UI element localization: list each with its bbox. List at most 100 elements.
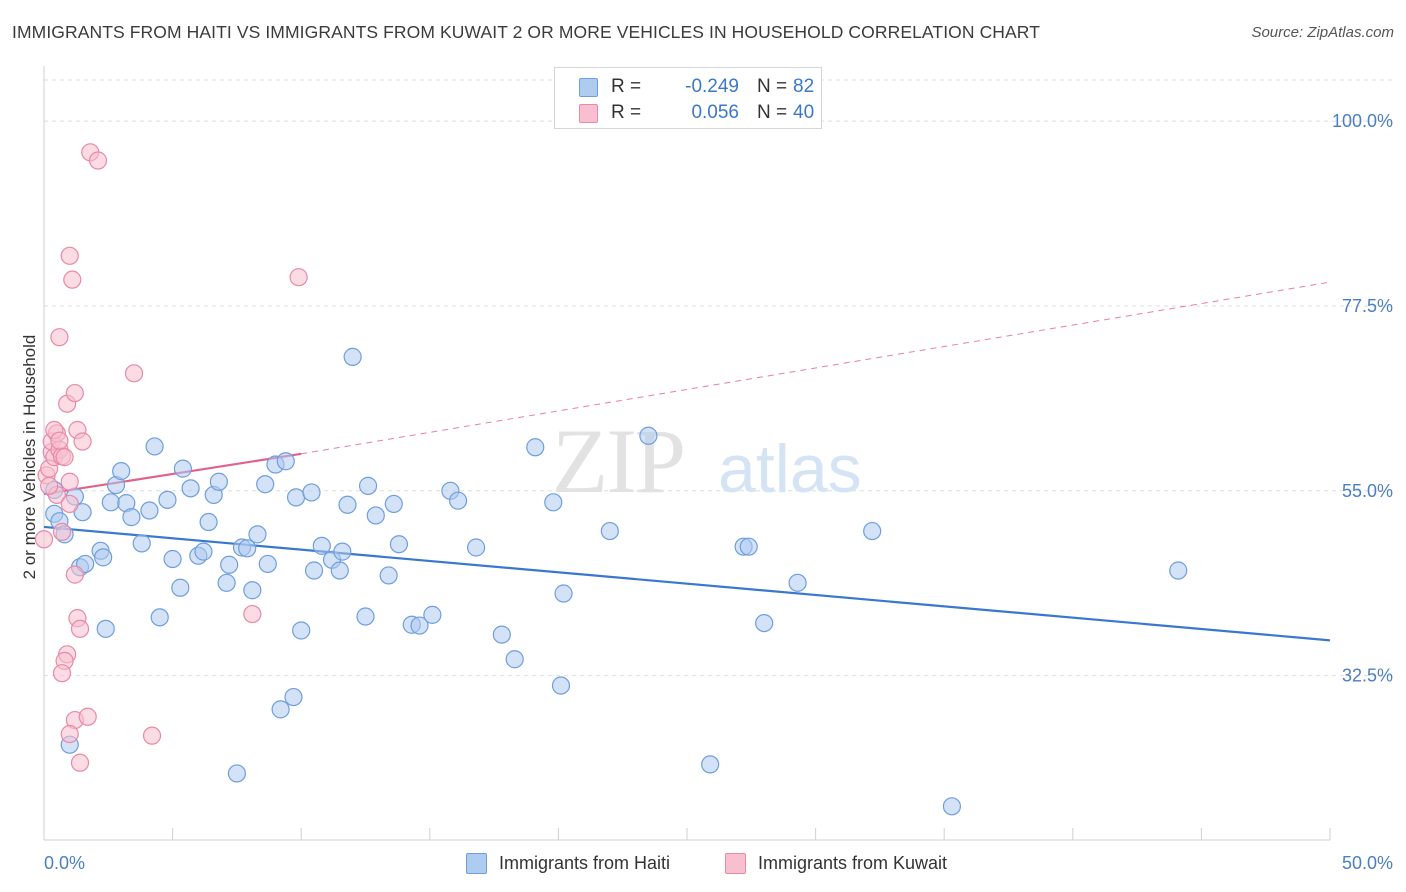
point-kuwait-32[interactable] — [70, 753, 90, 772]
legend-n-value-haiti: 82 — [793, 76, 815, 97]
point-haiti-35[interactable] — [258, 554, 277, 574]
point-kuwait-22[interactable] — [63, 270, 82, 289]
point-haiti-51[interactable] — [358, 476, 378, 495]
point-haiti-43[interactable] — [304, 561, 324, 580]
point-haiti-41[interactable] — [292, 621, 311, 640]
point-haiti-77[interactable] — [1169, 561, 1188, 580]
point-haiti-52[interactable] — [366, 506, 385, 525]
point-haiti-38[interactable] — [271, 700, 290, 719]
x-tick-labels: 0.0% 50.0% — [44, 853, 1393, 873]
point-haiti-14[interactable] — [132, 534, 151, 553]
point-haiti-21[interactable] — [173, 459, 192, 478]
point-kuwait-19[interactable] — [73, 432, 92, 451]
point-haiti-80[interactable] — [227, 764, 246, 783]
point-haiti-79[interactable] — [94, 548, 113, 567]
point-haiti-69[interactable] — [639, 426, 658, 445]
point-kuwait-31[interactable] — [60, 724, 79, 744]
point-haiti-39[interactable] — [284, 687, 303, 707]
point-haiti-72[interactable] — [739, 537, 758, 556]
point-haiti-34[interactable] — [256, 475, 275, 494]
point-kuwait-36[interactable] — [142, 726, 162, 745]
point-kuwait-38[interactable] — [289, 268, 308, 287]
point-kuwait-39[interactable] — [40, 476, 59, 495]
point-haiti-24[interactable] — [194, 542, 213, 561]
point-haiti-19[interactable] — [163, 549, 182, 569]
point-haiti-47[interactable] — [333, 542, 352, 561]
point-haiti-37[interactable] — [276, 452, 295, 471]
watermark-atlas: atlas — [718, 431, 862, 507]
point-haiti-40[interactable] — [286, 488, 306, 507]
point-kuwait-11[interactable] — [50, 431, 69, 450]
point-haiti-15[interactable] — [140, 501, 159, 520]
point-kuwait-37[interactable] — [243, 604, 262, 624]
point-kuwait-10[interactable] — [55, 448, 74, 467]
point-haiti-58[interactable] — [423, 605, 442, 624]
point-haiti-29[interactable] — [220, 555, 239, 574]
point-haiti-22[interactable] — [181, 479, 200, 498]
point-haiti-68[interactable] — [600, 521, 619, 541]
point-haiti-25[interactable] — [199, 512, 218, 532]
legend-n-label-haiti: N = — [757, 76, 788, 97]
point-haiti-61[interactable] — [466, 538, 486, 557]
chart-source: Source: ZipAtlas.com — [1251, 24, 1394, 41]
series-legend: Immigrants from Haiti Immigrants from Ku… — [0, 852, 1406, 878]
watermark-zip: ZIP — [552, 410, 684, 512]
trend-line-haiti — [43, 525, 1331, 642]
point-haiti-32[interactable] — [243, 581, 262, 600]
point-haiti-57[interactable] — [410, 616, 429, 635]
point-haiti-48[interactable] — [338, 495, 357, 514]
point-haiti-8[interactable] — [96, 619, 115, 638]
legend-swatch-kuwait — [579, 104, 598, 123]
point-haiti-20[interactable] — [171, 578, 190, 597]
point-haiti-16[interactable] — [145, 437, 164, 456]
point-haiti-54[interactable] — [384, 494, 403, 514]
x-tick-label-max: 50.0% — [1342, 853, 1393, 873]
point-haiti-63[interactable] — [505, 650, 524, 669]
point-haiti-28[interactable] — [217, 573, 236, 592]
point-haiti-49[interactable] — [343, 347, 362, 366]
point-haiti-76[interactable] — [942, 797, 962, 816]
point-haiti-13[interactable] — [122, 508, 141, 527]
point-haiti-53[interactable] — [379, 566, 398, 585]
point-haiti-66[interactable] — [551, 676, 571, 695]
point-haiti-50[interactable] — [356, 607, 375, 626]
point-haiti-64[interactable] — [526, 438, 545, 457]
point-haiti-67[interactable] — [554, 584, 573, 603]
point-haiti-55[interactable] — [389, 535, 409, 554]
point-kuwait-21[interactable] — [60, 246, 79, 265]
point-kuwait-15[interactable] — [60, 494, 79, 514]
point-haiti-65[interactable] — [544, 493, 563, 512]
point-kuwait-20[interactable] — [50, 328, 69, 347]
point-kuwait-34[interactable] — [88, 151, 108, 170]
point-haiti-46[interactable] — [330, 561, 349, 580]
point-haiti-10[interactable] — [112, 461, 131, 481]
point-haiti-42[interactable] — [302, 483, 321, 502]
y-tick-label-3: 100.0% — [1332, 111, 1393, 131]
point-haiti-44[interactable] — [312, 536, 331, 555]
point-haiti-18[interactable] — [158, 490, 177, 509]
point-haiti-60[interactable] — [448, 491, 468, 510]
point-haiti-31[interactable] — [238, 539, 257, 558]
point-kuwait-17[interactable] — [65, 383, 84, 403]
point-kuwait-35[interactable] — [124, 364, 144, 383]
point-kuwait-14[interactable] — [60, 472, 79, 491]
point-haiti-74[interactable] — [788, 573, 807, 592]
point-haiti-62[interactable] — [492, 625, 511, 644]
point-haiti-70[interactable] — [701, 755, 720, 774]
point-haiti-75[interactable] — [863, 521, 882, 541]
point-haiti-73[interactable] — [755, 613, 774, 633]
point-kuwait-25[interactable] — [70, 619, 90, 638]
point-kuwait-0[interactable] — [34, 530, 54, 549]
point-haiti-11[interactable] — [101, 493, 120, 512]
point-kuwait-30[interactable] — [78, 707, 97, 726]
point-haiti-17[interactable] — [150, 608, 169, 627]
point-kuwait-23[interactable] — [65, 565, 84, 584]
point-kuwait-28[interactable] — [52, 664, 72, 683]
point-haiti-4[interactable] — [73, 503, 92, 522]
point-haiti-27[interactable] — [209, 472, 228, 491]
legend-r-label-haiti: R = — [611, 76, 642, 97]
point-kuwait-13[interactable] — [52, 522, 72, 541]
point-haiti-33[interactable] — [248, 525, 267, 544]
trend-line-kuwait-extension — [301, 281, 1331, 455]
